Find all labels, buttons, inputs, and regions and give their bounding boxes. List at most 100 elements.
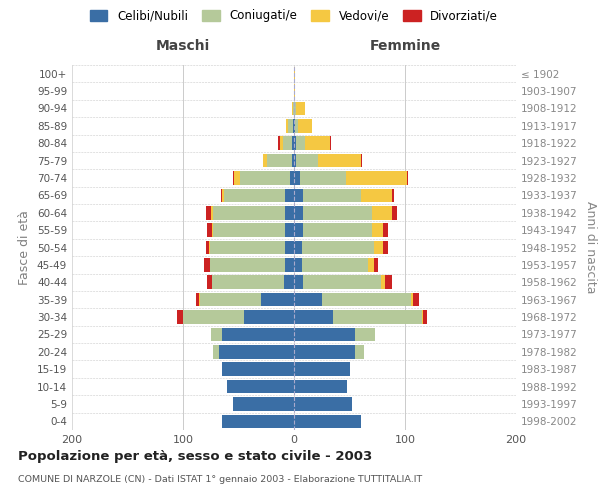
Bar (290, 171, 294, 185)
Bar (368, 258, 374, 272)
Bar (329, 136, 331, 150)
Bar (196, 293, 199, 306)
Bar (263, 154, 268, 168)
Bar (294, 362, 350, 376)
Bar (213, 224, 285, 237)
Bar (303, 224, 372, 237)
Bar (303, 276, 380, 289)
Bar (224, 188, 285, 202)
Bar (296, 136, 305, 150)
Bar (294, 154, 296, 168)
Bar (319, 154, 361, 168)
Bar (413, 293, 419, 306)
Bar (298, 119, 312, 132)
Bar (294, 345, 355, 358)
Bar (222, 328, 294, 341)
Bar (374, 258, 379, 272)
Bar (361, 188, 392, 202)
Bar (280, 136, 283, 150)
Bar (268, 154, 292, 168)
Bar (361, 154, 362, 168)
Bar (294, 119, 295, 132)
Bar (227, 380, 294, 394)
Bar (200, 293, 261, 306)
Bar (239, 171, 290, 185)
Bar (380, 276, 385, 289)
Bar (294, 67, 295, 80)
Bar (294, 328, 355, 341)
Bar (294, 136, 296, 150)
Bar (294, 258, 302, 272)
Bar (299, 171, 346, 185)
Bar (244, 310, 294, 324)
Bar (302, 240, 374, 254)
Bar (372, 224, 383, 237)
Bar (294, 84, 295, 98)
Bar (292, 136, 294, 150)
Bar (294, 414, 361, 428)
Bar (296, 154, 319, 168)
Bar (302, 258, 368, 272)
Bar (292, 154, 294, 168)
Bar (295, 119, 298, 132)
Bar (261, 293, 294, 306)
Bar (285, 188, 294, 202)
Bar (294, 224, 303, 237)
Bar (294, 397, 352, 410)
Y-axis label: Anni di nascita: Anni di nascita (584, 201, 597, 294)
Bar (294, 310, 333, 324)
Bar (278, 136, 280, 150)
Bar (383, 240, 388, 254)
Bar (294, 206, 303, 220)
Bar (285, 224, 294, 237)
Bar (211, 328, 222, 341)
Bar (178, 310, 183, 324)
Bar (303, 206, 372, 220)
Bar (212, 224, 213, 237)
Bar (222, 188, 224, 202)
Bar (212, 276, 284, 289)
Bar (383, 224, 388, 237)
Bar (372, 206, 392, 220)
Bar (292, 102, 293, 115)
Text: Maschi: Maschi (156, 39, 210, 53)
Bar (206, 206, 211, 220)
Bar (233, 397, 294, 410)
Bar (294, 102, 296, 115)
Bar (422, 310, 423, 324)
Bar (322, 293, 410, 306)
Bar (211, 206, 213, 220)
Bar (346, 171, 407, 185)
Bar (294, 293, 322, 306)
Bar (222, 414, 294, 428)
Bar (209, 258, 285, 272)
Bar (410, 293, 413, 306)
Bar (285, 258, 294, 272)
Bar (199, 293, 200, 306)
Bar (294, 380, 347, 394)
Bar (221, 188, 222, 202)
Bar (285, 240, 294, 254)
Bar (213, 345, 218, 358)
Bar (333, 310, 422, 324)
Bar (209, 240, 285, 254)
Bar (233, 171, 234, 185)
Bar (392, 188, 394, 202)
Bar (305, 136, 329, 150)
Bar (204, 258, 209, 272)
Bar (355, 345, 364, 358)
Bar (392, 206, 397, 220)
Text: Popolazione per età, sesso e stato civile - 2003: Popolazione per età, sesso e stato civil… (18, 450, 372, 463)
Bar (213, 206, 285, 220)
Bar (293, 102, 294, 115)
Bar (296, 102, 305, 115)
Bar (385, 276, 392, 289)
Bar (294, 171, 299, 185)
Bar (355, 328, 375, 341)
Bar (407, 171, 409, 185)
Y-axis label: Fasce di età: Fasce di età (19, 210, 31, 285)
Bar (294, 276, 303, 289)
Bar (286, 119, 289, 132)
Bar (294, 240, 302, 254)
Text: Femmine: Femmine (370, 39, 440, 53)
